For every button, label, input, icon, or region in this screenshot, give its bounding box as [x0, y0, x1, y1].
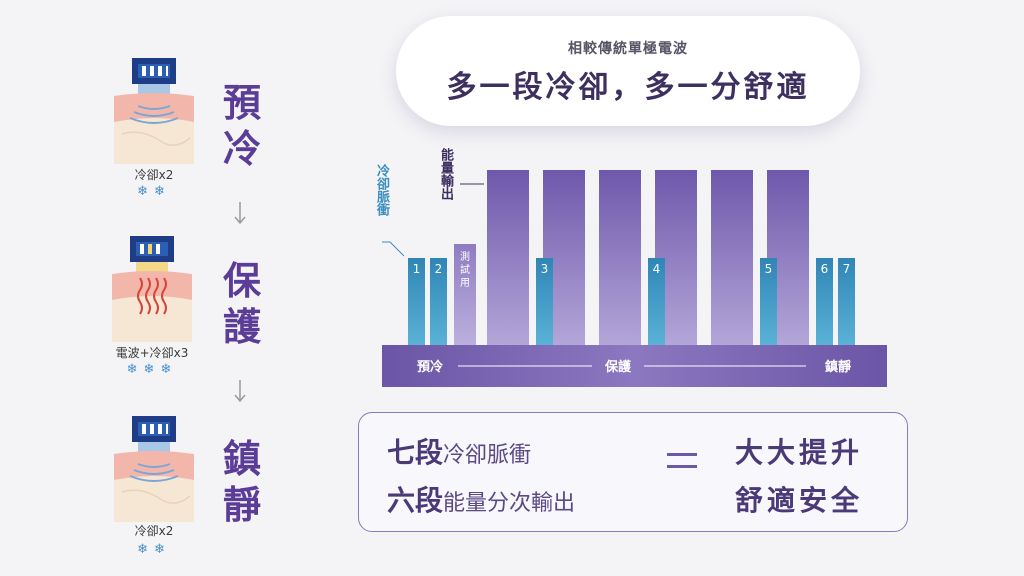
- stage-title-soothe-text: 鎮靜: [222, 437, 261, 527]
- test-bar-label: 試: [460, 263, 470, 276]
- stage-title-protect: 保護: [218, 258, 266, 354]
- energy-output-bar-5: [711, 170, 753, 345]
- cooling-probe-icon: [114, 58, 194, 164]
- summary-result-2: 舒適安全: [735, 484, 864, 517]
- chart-svg: 測試用 1 2 3 4 5 6 7 預冷 保護 鎮靜: [382, 170, 887, 387]
- stage-title-precool: 預冷: [218, 80, 266, 176]
- cooling-pulse-bar-7: [838, 258, 855, 345]
- phase-label-protect: 保護: [604, 359, 632, 375]
- cooling-probe-icon: [114, 416, 194, 522]
- cooling-pulse-label-3: 3: [541, 262, 549, 276]
- step-2-snowflakes: ❄❄❄: [126, 362, 178, 377]
- equals-icon: [667, 453, 697, 477]
- summary-line-2: 六段能量分次輸出: [387, 479, 575, 519]
- legend-energy-label: 能量輸出: [438, 148, 453, 200]
- cooling-pulse-label-7: 7: [843, 262, 851, 276]
- summary-box: 七段冷卻脈衝 六段能量分次輸出 大大提升 舒適安全: [358, 412, 908, 532]
- header-pill: 相較傳統單極電波 多一段冷卻，多一分舒適: [396, 16, 860, 126]
- summary-result-1: 大大提升: [735, 436, 864, 469]
- phase-label-soothe: 鎮靜: [825, 359, 851, 375]
- rf-probe-icon: [112, 236, 192, 342]
- cooling-pulse-bar-6: [816, 258, 833, 345]
- legend-cooling-label: 冷卻脈衝: [374, 164, 389, 216]
- summary-line-1-text: 冷卻脈衝: [443, 443, 532, 468]
- energy-output-bar-3: [599, 170, 641, 345]
- cooling-pulse-bar-1: [408, 258, 425, 345]
- test-bar-label: 測: [460, 250, 470, 263]
- cooling-pulse-label-6: 6: [821, 262, 829, 276]
- step-3-caption: 冷卻x2: [134, 524, 174, 538]
- stage-title-soothe: 鎮靜: [218, 436, 266, 532]
- step-2-illustration: [110, 234, 194, 344]
- cooling-pulse-bar-3: [536, 258, 553, 345]
- energy-output-bar-1: [487, 170, 529, 345]
- step-2-caption: 電波+冷卻x3: [115, 346, 189, 360]
- header-title: 多一段冷卻，多一分舒適: [446, 70, 810, 105]
- summary-line-1: 七段冷卻脈衝: [387, 431, 531, 471]
- step-3-illustration: [112, 414, 196, 524]
- stage-title-precool-text: 預冷: [222, 81, 261, 171]
- step-3-snowflakes: ❄❄: [137, 542, 171, 557]
- step-1-snowflakes: ❄❄: [137, 184, 171, 199]
- test-bar-label: 用: [460, 278, 470, 289]
- cooling-leader-line: [382, 241, 405, 257]
- header-subtitle: 相較傳統單極電波: [568, 41, 688, 57]
- step-1-illustration: [112, 56, 196, 166]
- cooling-pulse-bar-2: [430, 258, 447, 345]
- stage-title-protect-text: 保護: [222, 259, 261, 349]
- cooling-pulse-bar-5: [760, 258, 777, 345]
- step-1-caption: 冷卻x2: [134, 168, 174, 182]
- summary-line-2-text: 能量分次輸出: [443, 491, 576, 516]
- cooling-pulse-label-4: 4: [653, 262, 661, 276]
- cooling-pulse-label-5: 5: [765, 262, 773, 276]
- pulse-chart: 能量輸出 冷卻脈衝 測試用 1 2 3 4 5 6 7 預冷 保護 鎮靜: [360, 140, 900, 395]
- summary-line-1-count: 七段: [387, 436, 444, 469]
- cooling-pulse-bar-4: [648, 258, 665, 345]
- summary-line-2-count: 六段: [387, 484, 444, 517]
- arrow-down-icon: [234, 202, 246, 225]
- phase-band: [382, 345, 887, 387]
- cooling-pulse-label-2: 2: [435, 262, 443, 276]
- arrow-down-icon: [234, 380, 246, 403]
- phase-label-precool: 預冷: [417, 359, 443, 375]
- test-bar: [454, 244, 476, 345]
- cooling-pulse-label-1: 1: [413, 262, 421, 276]
